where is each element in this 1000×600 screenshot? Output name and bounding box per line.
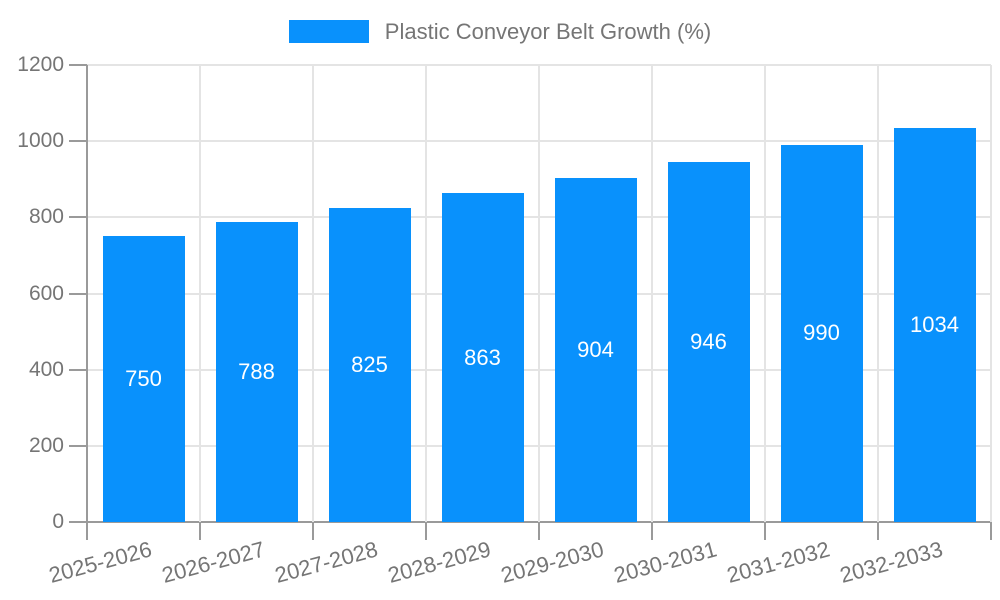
bar-value-label: 863 xyxy=(464,344,501,370)
y-axis-tick-label: 600 xyxy=(28,281,64,305)
y-axis-tick-label: 800 xyxy=(28,205,64,229)
y-axis-tick xyxy=(69,292,87,295)
bar-value-label: 946 xyxy=(690,328,727,354)
y-axis-tick xyxy=(69,140,87,143)
x-axis-category-label: 2031-2032 xyxy=(724,536,833,588)
x-gridline xyxy=(877,65,879,522)
x-gridline xyxy=(199,65,201,522)
x-axis-tick xyxy=(651,522,653,540)
x-gridline xyxy=(990,65,992,522)
bar-2028-2029[interactable]: 863 xyxy=(441,193,524,522)
x-axis-category-label: 2025-2026 xyxy=(46,536,155,588)
x-axis-category-label: 2028-2029 xyxy=(385,536,494,588)
bar-2029-2030[interactable]: 904 xyxy=(554,177,637,522)
bar-2032-2033[interactable]: 1034 xyxy=(893,128,976,522)
x-axis-category-label: 2026-2027 xyxy=(159,536,268,588)
bar-2030-2031[interactable]: 946 xyxy=(667,161,750,522)
x-axis-tick xyxy=(877,522,879,540)
y-axis-tick-label: 1000 xyxy=(17,129,64,153)
y-axis-tick xyxy=(69,521,87,523)
bar-value-label: 990 xyxy=(803,320,840,346)
y-axis-tick xyxy=(69,368,87,371)
legend-label: Plastic Conveyor Belt Growth (%) xyxy=(384,19,712,44)
bar-2025-2026[interactable]: 750 xyxy=(102,236,185,522)
legend-swatch-icon xyxy=(288,20,369,43)
x-axis-category-label: 2030-2031 xyxy=(611,536,720,588)
x-axis-tick xyxy=(425,522,427,540)
y-axis-tick xyxy=(69,444,87,447)
bar-2027-2028[interactable]: 825 xyxy=(328,207,411,522)
y-axis-tick xyxy=(69,216,87,219)
x-gridline xyxy=(651,65,653,522)
bar-value-label: 750 xyxy=(125,366,162,392)
y-axis-tick xyxy=(69,64,87,66)
y-axis-tick-label: 400 xyxy=(28,357,64,381)
y-axis-tick-label: 1200 xyxy=(17,53,64,76)
x-gridline xyxy=(312,65,314,522)
x-axis-tick xyxy=(312,522,314,540)
bar-value-label: 904 xyxy=(577,336,614,362)
x-axis-tick xyxy=(764,522,766,540)
x-gridline xyxy=(425,65,427,522)
x-axis-tick xyxy=(199,522,201,540)
x-axis-tick xyxy=(990,522,992,540)
x-axis-category-label: 2029-2030 xyxy=(498,536,607,588)
chart-legend[interactable]: Plastic Conveyor Belt Growth (%) xyxy=(0,20,1000,43)
bar-value-label: 788 xyxy=(238,358,275,384)
x-axis-tick xyxy=(86,522,88,540)
bar-value-label: 825 xyxy=(351,351,388,377)
bar-2031-2032[interactable]: 990 xyxy=(780,144,863,522)
x-axis-category-label: 2027-2028 xyxy=(272,536,381,588)
x-gridline xyxy=(764,65,766,522)
bar-value-label: 1034 xyxy=(910,312,959,338)
y-axis-tick-label: 0 xyxy=(52,510,64,533)
x-axis-category-label: 2032-2033 xyxy=(837,536,946,588)
x-axis-tick xyxy=(538,522,540,540)
bar-2026-2027[interactable]: 788 xyxy=(215,221,298,522)
y-axis-tick-label: 200 xyxy=(28,433,64,457)
x-gridline xyxy=(538,65,540,522)
y-axis-line xyxy=(86,65,88,522)
